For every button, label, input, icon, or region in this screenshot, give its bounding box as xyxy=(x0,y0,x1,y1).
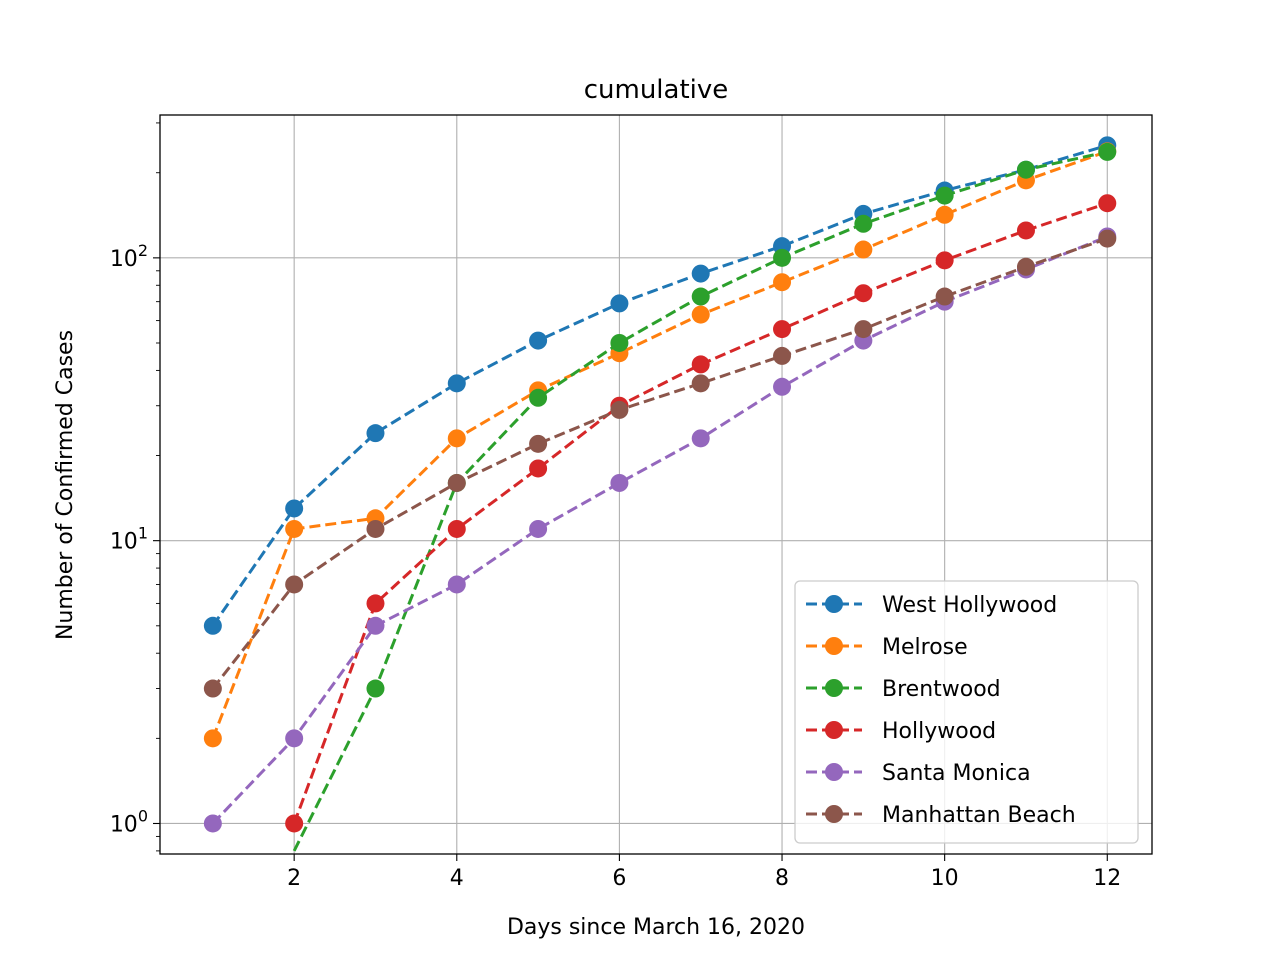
legend-marker xyxy=(825,805,843,823)
data-point-manhattan-beach xyxy=(773,346,792,365)
data-point-west-hollywood xyxy=(366,424,385,443)
x-tick-label: 4 xyxy=(450,866,464,891)
data-point-melrose xyxy=(203,729,222,748)
data-point-brentwood xyxy=(854,214,873,233)
legend: West Hollywood Melrose Brentwood Hollywood S… xyxy=(794,580,1139,844)
data-point-west-hollywood xyxy=(691,264,710,283)
legend-label: Brentwood xyxy=(882,677,1001,702)
data-point-manhattan-beach xyxy=(447,473,466,492)
legend-marker xyxy=(825,721,843,739)
data-point-west-hollywood xyxy=(447,374,466,393)
legend-item-melrose: Melrose xyxy=(806,635,968,660)
data-point-hollywood xyxy=(773,320,792,339)
data-point-hollywood xyxy=(447,519,466,538)
data-point-brentwood xyxy=(1016,160,1035,179)
legend-item-hollywood: Hollywood xyxy=(806,719,996,744)
data-point-hollywood xyxy=(1098,194,1117,213)
series-line-santa-monica xyxy=(211,235,1108,825)
series-layer xyxy=(203,136,1117,852)
legend-label: Melrose xyxy=(882,635,968,660)
axes: 2 4 6 8 10 12 100 101 102 xyxy=(110,122,1121,891)
data-point-manhattan-beach xyxy=(854,320,873,339)
legend-label: Hollywood xyxy=(882,719,996,744)
y-tick-label: 101 xyxy=(110,524,148,555)
data-point-brentwood xyxy=(610,333,629,352)
data-point-brentwood xyxy=(1098,142,1117,161)
y-tick-label: 100 xyxy=(110,806,148,837)
series-manhattan-beach xyxy=(203,229,1117,698)
data-point-manhattan-beach xyxy=(529,434,548,453)
data-point-west-hollywood xyxy=(285,499,304,518)
data-point-brentwood xyxy=(691,287,710,306)
data-point-hollywood xyxy=(691,355,710,374)
legend-item-west-hollywood: West Hollywood xyxy=(806,593,1057,618)
data-point-hollywood xyxy=(854,284,873,303)
data-point-brentwood xyxy=(773,248,792,267)
data-point-manhattan-beach xyxy=(691,374,710,393)
data-point-santa-monica xyxy=(366,616,385,635)
legend-label: Santa Monica xyxy=(882,761,1031,786)
data-point-hollywood xyxy=(935,251,954,270)
x-tick-label: 10 xyxy=(931,866,959,891)
x-axis-label: Days since March 16, 2020 xyxy=(507,915,805,940)
data-point-manhattan-beach xyxy=(935,287,954,306)
legend-label: Manhattan Beach xyxy=(882,803,1076,828)
data-point-melrose xyxy=(935,205,954,224)
legend-marker xyxy=(825,763,843,781)
chart-title: cumulative xyxy=(584,75,729,105)
series-line-melrose xyxy=(211,149,1108,739)
series-line-west-hollywood xyxy=(211,143,1108,627)
data-point-santa-monica xyxy=(529,519,548,538)
data-point-melrose xyxy=(691,305,710,324)
data-point-santa-monica xyxy=(610,473,629,492)
data-point-manhattan-beach xyxy=(1098,229,1117,248)
legend-marker xyxy=(825,595,843,613)
data-point-manhattan-beach xyxy=(203,679,222,698)
legend-marker xyxy=(825,637,843,655)
data-point-santa-monica xyxy=(773,377,792,396)
data-point-melrose xyxy=(773,273,792,292)
data-point-manhattan-beach xyxy=(366,519,385,538)
data-point-west-hollywood xyxy=(203,616,222,635)
data-point-melrose xyxy=(285,519,304,538)
legend-label: West Hollywood xyxy=(882,593,1057,618)
x-tick-label: 6 xyxy=(612,866,626,891)
data-point-brentwood xyxy=(935,186,954,205)
data-point-brentwood xyxy=(529,388,548,407)
data-point-hollywood xyxy=(529,459,548,478)
legend-item-brentwood: Brentwood xyxy=(806,677,1001,702)
data-point-santa-monica xyxy=(203,814,222,833)
data-point-santa-monica xyxy=(447,575,466,594)
data-point-manhattan-beach xyxy=(285,575,304,594)
series-hollywood xyxy=(285,194,1117,833)
data-point-west-hollywood xyxy=(610,294,629,313)
legend-box xyxy=(794,580,1139,844)
legend-item-santa-monica: Santa Monica xyxy=(806,761,1031,786)
y-axis-label: Number of Confirmed Cases xyxy=(53,330,78,640)
data-point-santa-monica xyxy=(285,729,304,748)
data-point-melrose xyxy=(447,429,466,448)
data-point-melrose xyxy=(854,240,873,259)
data-point-santa-monica xyxy=(691,429,710,448)
data-point-manhattan-beach xyxy=(610,400,629,419)
legend-marker xyxy=(825,679,843,697)
x-tick-label: 12 xyxy=(1093,866,1121,891)
data-point-hollywood xyxy=(1016,221,1035,240)
legend-item-manhattan-beach: Manhattan Beach xyxy=(806,803,1076,828)
data-point-hollywood xyxy=(366,594,385,613)
data-point-brentwood xyxy=(366,679,385,698)
y-tick-label: 102 xyxy=(110,241,148,272)
x-tick-label: 2 xyxy=(287,866,301,891)
data-point-west-hollywood xyxy=(529,331,548,350)
x-tick-label: 8 xyxy=(775,866,789,891)
series-line-manhattan-beach xyxy=(211,237,1108,690)
data-point-hollywood xyxy=(285,814,304,833)
plot-frame xyxy=(159,114,1153,855)
data-point-manhattan-beach xyxy=(1016,257,1035,276)
